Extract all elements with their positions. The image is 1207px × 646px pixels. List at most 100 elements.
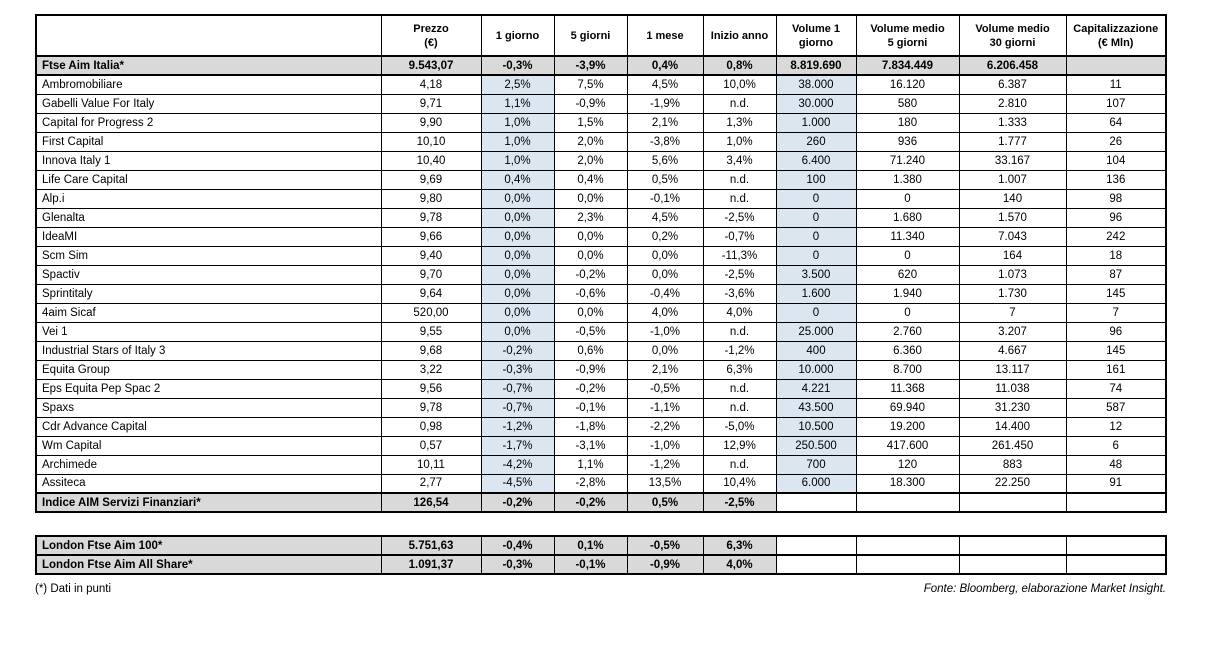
cell-prezzo: 9,78 [380,397,482,418]
cell-capitalizzazione [1065,492,1167,513]
cell-1-giorno: 1,1% [480,93,555,114]
cell-volume-medio-30-giorni: 7 [958,302,1067,323]
cell-volume-1-giorno: 43.500 [775,397,857,418]
cell-capitalizzazione: 11 [1065,74,1167,95]
cell-inizio-anno: 1,0% [702,131,777,152]
cell-volume-1-giorno: 10.000 [775,359,857,380]
table-row: Capital for Progress 2 9,90 1,0% 1,5% 2,1% 1,… [35,112,1167,133]
cell-prezzo: 9,90 [380,112,482,133]
cell-capitalizzazione: 145 [1065,283,1167,304]
cell-inizio-anno: 6,3% [702,535,777,556]
cell-prezzo: 9,56 [380,378,482,399]
cell-volume-medio-5-giorni: 620 [855,264,960,285]
cell-volume-1-giorno: 100 [775,169,857,190]
cell-prezzo: 9,55 [380,321,482,342]
instrument-name: Gabelli Value For Italy [35,93,382,114]
instrument-name: Wm Capital [35,435,382,456]
cell-5-giorni: -0,2% [553,492,628,513]
cell-capitalizzazione: 48 [1065,454,1167,475]
instrument-name: Equita Group [35,359,382,380]
instrument-name: Scm Sim [35,245,382,266]
cell-capitalizzazione: 18 [1065,245,1167,266]
cell-volume-1-giorno: 3.500 [775,264,857,285]
cell-1-mese: 0,2% [626,226,704,247]
table-row: Glenalta 9,78 0,0% 2,3% 4,5% -2,5% 0 1.680 1.570… [35,207,1167,228]
instrument-name: Innova Italy 1 [35,150,382,171]
cell-capitalizzazione: 64 [1065,112,1167,133]
table-row: Spaxs 9,78 -0,7% -0,1% -1,1% n.d. 43.500 69.940… [35,397,1167,418]
cell-1-giorno: 0,0% [480,302,555,323]
cell-1-mese: -1,0% [626,435,704,456]
table-row: Assiteca 2,77 -4,5% -2,8% 13,5% 10,4% 6.000 18.… [35,473,1167,494]
cell-5-giorni: -0,6% [553,283,628,304]
cell-capitalizzazione: 74 [1065,378,1167,399]
cell-volume-medio-30-giorni: 1.333 [958,112,1067,133]
instrument-name: London Ftse Aim 100* [35,535,382,556]
cell-volume-1-giorno: 10.500 [775,416,857,437]
column-header-volume-medio-30-giorni: Volume medio 30 giorni [958,14,1067,57]
cell-volume-medio-5-giorni: 0 [855,188,960,209]
cell-inizio-anno: 4,0% [702,554,777,575]
cell-1-mese: 4,5% [626,207,704,228]
cell-capitalizzazione: 136 [1065,169,1167,190]
cell-capitalizzazione: 96 [1065,207,1167,228]
cell-5-giorni: -3,9% [553,55,628,76]
table-row: Ftse Aim Italia* 9.543,07 -0,3% -3,9% 0,4% 0,… [35,55,1167,76]
cell-prezzo: 9.543,07 [380,55,482,76]
cell-prezzo: 2,77 [380,473,482,494]
cell-1-giorno: 0,0% [480,207,555,228]
instrument-name: Life Care Capital [35,169,382,190]
cell-capitalizzazione: 161 [1065,359,1167,380]
instrument-name: Sprintitaly [35,283,382,304]
cell-1-giorno: -0,4% [480,535,555,556]
cell-volume-medio-5-giorni: 7.834.449 [855,55,960,76]
instrument-name: Ftse Aim Italia* [35,55,382,76]
cell-capitalizzazione: 104 [1065,150,1167,171]
cell-inizio-anno: 6,3% [702,359,777,380]
cell-inizio-anno: 10,4% [702,473,777,494]
cell-volume-1-giorno: 0 [775,302,857,323]
cell-volume-1-giorno: 700 [775,454,857,475]
table-row: Wm Capital 0,57 -1,7% -3,1% -1,0% 12,9% 250.50… [35,435,1167,456]
cell-capitalizzazione: 98 [1065,188,1167,209]
cell-volume-1-giorno: 4.221 [775,378,857,399]
cell-1-mese: 0,0% [626,264,704,285]
cell-volume-medio-5-giorni: 936 [855,131,960,152]
cell-1-mese: 0,0% [626,340,704,361]
cell-1-giorno: 0,0% [480,245,555,266]
cell-inizio-anno: n.d. [702,169,777,190]
cell-capitalizzazione: 242 [1065,226,1167,247]
cell-1-mese: -0,4% [626,283,704,304]
cell-inizio-anno: 12,9% [702,435,777,456]
table-row: Sprintitaly 9,64 0,0% -0,6% -0,4% -3,6% 1.600 1… [35,283,1167,304]
cell-capitalizzazione: 87 [1065,264,1167,285]
cell-1-mese: -1,1% [626,397,704,418]
cell-inizio-anno: -5,0% [702,416,777,437]
cell-volume-1-giorno: 260 [775,131,857,152]
instrument-name: London Ftse Aim All Share* [35,554,382,575]
cell-5-giorni: 0,0% [553,226,628,247]
cell-volume-medio-30-giorni: 2.810 [958,93,1067,114]
cell-capitalizzazione [1065,535,1167,556]
cell-volume-medio-5-giorni: 18.300 [855,473,960,494]
cell-5-giorni: 2,0% [553,150,628,171]
cell-volume-medio-5-giorni: 417.600 [855,435,960,456]
cell-volume-medio-5-giorni: 11.368 [855,378,960,399]
cell-1-giorno: -0,3% [480,554,555,575]
cell-volume-medio-30-giorni: 261.450 [958,435,1067,456]
cell-volume-medio-30-giorni: 7.043 [958,226,1067,247]
table-row: Spactiv 9,70 0,0% -0,2% 0,0% -2,5% 3.500 620 1.0… [35,264,1167,285]
cell-volume-1-giorno [775,535,857,556]
table-row: Alp.i 9,80 0,0% 0,0% -0,1% n.d. 0 0 140 98 [35,188,1167,209]
cell-5-giorni: -3,1% [553,435,628,456]
cell-capitalizzazione [1065,55,1167,76]
cell-inizio-anno: n.d. [702,321,777,342]
cell-capitalizzazione: 96 [1065,321,1167,342]
cell-prezzo: 10,10 [380,131,482,152]
cell-volume-medio-30-giorni: 22.250 [958,473,1067,494]
cell-capitalizzazione: 12 [1065,416,1167,437]
cell-5-giorni: -1,8% [553,416,628,437]
cell-prezzo: 9,70 [380,264,482,285]
report-page: Prezzo (€) 1 giorno 5 giorni 1 mese Inizio an… [35,14,1167,595]
cell-1-giorno: -0,7% [480,378,555,399]
